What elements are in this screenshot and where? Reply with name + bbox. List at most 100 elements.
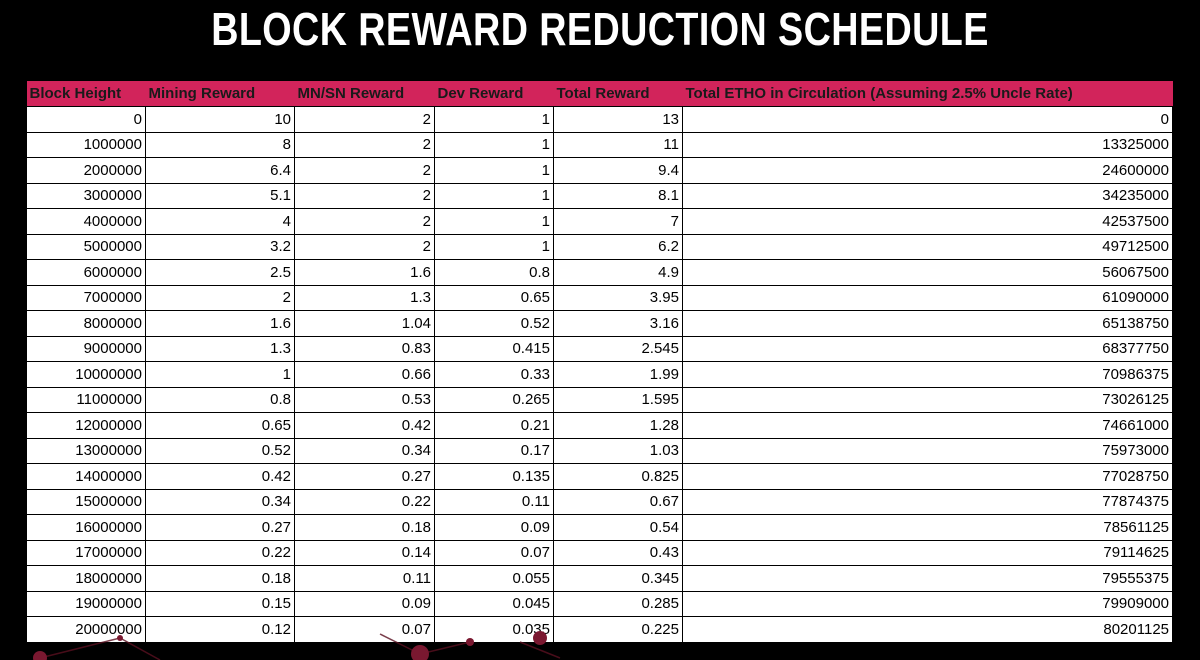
table-cell: 2.545 <box>554 336 683 362</box>
table-cell: 0.345 <box>554 566 683 592</box>
table-row: 16000000 0.27 0.18 0.09 0.54 78561125 <box>27 515 1173 541</box>
table-row: 8000000 1.6 1.04 0.52 3.16 65138750 <box>27 311 1173 337</box>
table-cell: 2 <box>295 183 435 209</box>
table-cell: 16000000 <box>27 515 146 541</box>
table-header-row: Block Height Mining Reward MN/SN Reward Dev… <box>27 81 1173 107</box>
table-cell: 79555375 <box>683 566 1173 592</box>
table-cell: 3.2 <box>146 234 295 260</box>
table-cell: 0.27 <box>146 515 295 541</box>
table-cell: 1.595 <box>554 387 683 413</box>
table-cell: 1.28 <box>554 413 683 439</box>
table-cell: 1.03 <box>554 438 683 464</box>
table-cell: 0.33 <box>435 362 554 388</box>
table-cell: 0.045 <box>435 591 554 617</box>
table-cell: 42537500 <box>683 209 1173 235</box>
table-cell: 1.99 <box>554 362 683 388</box>
table-cell: 0.67 <box>554 489 683 515</box>
table-row: 18000000 0.18 0.11 0.055 0.345 79555375 <box>27 566 1173 592</box>
table-cell: 1 <box>435 107 554 133</box>
page-title: BLOCK REWARD REDUCTION SCHEDULE <box>108 6 1092 52</box>
table-row: 19000000 0.15 0.09 0.045 0.285 79909000 <box>27 591 1173 617</box>
table-row: 15000000 0.34 0.22 0.11 0.67 77874375 <box>27 489 1173 515</box>
table-cell: 6.2 <box>554 234 683 260</box>
table-cell: 19000000 <box>27 591 146 617</box>
table-cell: 0.52 <box>435 311 554 337</box>
table-cell: 24600000 <box>683 158 1173 184</box>
table-cell: 3000000 <box>27 183 146 209</box>
table-cell: 11 <box>554 132 683 158</box>
table-body: 0 10 2 1 13 0 1000000 8 2 1 11 13325000 2000000 6.4 2 1… <box>27 107 1173 643</box>
table-row: 3000000 5.1 2 1 8.1 34235000 <box>27 183 1173 209</box>
table-row: 6000000 2.5 1.6 0.8 4.9 56067500 <box>27 260 1173 286</box>
table-cell: 13325000 <box>683 132 1173 158</box>
table-cell: 10 <box>146 107 295 133</box>
table-cell: 0 <box>683 107 1173 133</box>
table-cell: 18000000 <box>27 566 146 592</box>
table-cell: 12000000 <box>27 413 146 439</box>
table-cell: 0.415 <box>435 336 554 362</box>
table-cell: 0.83 <box>295 336 435 362</box>
table-cell: 7 <box>554 209 683 235</box>
table-cell: 78561125 <box>683 515 1173 541</box>
table-cell: 1 <box>146 362 295 388</box>
table-row: 12000000 0.65 0.42 0.21 1.28 74661000 <box>27 413 1173 439</box>
table-cell: 11000000 <box>27 387 146 413</box>
table-cell: 0.34 <box>146 489 295 515</box>
table-cell: 0.42 <box>146 464 295 490</box>
table-cell: 2.5 <box>146 260 295 286</box>
table-cell: 2000000 <box>27 158 146 184</box>
table-cell: 0.22 <box>295 489 435 515</box>
table-cell: 1 <box>435 234 554 260</box>
table-cell: 1 <box>435 132 554 158</box>
table-row: 13000000 0.52 0.34 0.17 1.03 75973000 <box>27 438 1173 464</box>
table-cell: 0.53 <box>295 387 435 413</box>
table-cell: 0.265 <box>435 387 554 413</box>
table-cell: 2 <box>295 107 435 133</box>
table-row: 17000000 0.22 0.14 0.07 0.43 79114625 <box>27 540 1173 566</box>
table-cell: 3.95 <box>554 285 683 311</box>
table-row: 10000000 1 0.66 0.33 1.99 70986375 <box>27 362 1173 388</box>
table-cell: 70986375 <box>683 362 1173 388</box>
table-row: 2000000 6.4 2 1 9.4 24600000 <box>27 158 1173 184</box>
table-cell: 6000000 <box>27 260 146 286</box>
table-cell: 1.3 <box>295 285 435 311</box>
table-cell: 14000000 <box>27 464 146 490</box>
table-row: 9000000 1.3 0.83 0.415 2.545 68377750 <box>27 336 1173 362</box>
table-row: 0 10 2 1 13 0 <box>27 107 1173 133</box>
table-cell: 79114625 <box>683 540 1173 566</box>
table-cell: 0.14 <box>295 540 435 566</box>
table-cell: 0.11 <box>295 566 435 592</box>
table-cell: 2 <box>295 234 435 260</box>
table-cell: 0.22 <box>146 540 295 566</box>
table-cell: 0.52 <box>146 438 295 464</box>
table-cell: 2 <box>295 132 435 158</box>
table-cell: 56067500 <box>683 260 1173 286</box>
table-cell: 0.055 <box>435 566 554 592</box>
table-cell: 0.07 <box>435 540 554 566</box>
table-cell: 79909000 <box>683 591 1173 617</box>
table-cell: 65138750 <box>683 311 1173 337</box>
table-cell: 4000000 <box>27 209 146 235</box>
table-cell: 0.66 <box>295 362 435 388</box>
table-cell: 0.43 <box>554 540 683 566</box>
table-cell: 5.1 <box>146 183 295 209</box>
table-cell: 77874375 <box>683 489 1173 515</box>
table-cell: 0.8 <box>435 260 554 286</box>
table-cell: 6.4 <box>146 158 295 184</box>
table-cell: 4.9 <box>554 260 683 286</box>
table-cell: 3.16 <box>554 311 683 337</box>
table-row: 11000000 0.8 0.53 0.265 1.595 73026125 <box>27 387 1173 413</box>
table-row: 5000000 3.2 2 1 6.2 49712500 <box>27 234 1173 260</box>
table-cell: 17000000 <box>27 540 146 566</box>
table-row: 7000000 2 1.3 0.65 3.95 61090000 <box>27 285 1173 311</box>
table-cell: 8.1 <box>554 183 683 209</box>
table-cell: 2 <box>295 158 435 184</box>
table-cell: 0.65 <box>146 413 295 439</box>
background-network-decoration <box>0 630 1200 660</box>
column-header: Block Height <box>27 81 146 107</box>
table-cell: 1.3 <box>146 336 295 362</box>
table-cell: 77028750 <box>683 464 1173 490</box>
table-cell: 13 <box>554 107 683 133</box>
table-cell: 7000000 <box>27 285 146 311</box>
table-cell: 0.27 <box>295 464 435 490</box>
